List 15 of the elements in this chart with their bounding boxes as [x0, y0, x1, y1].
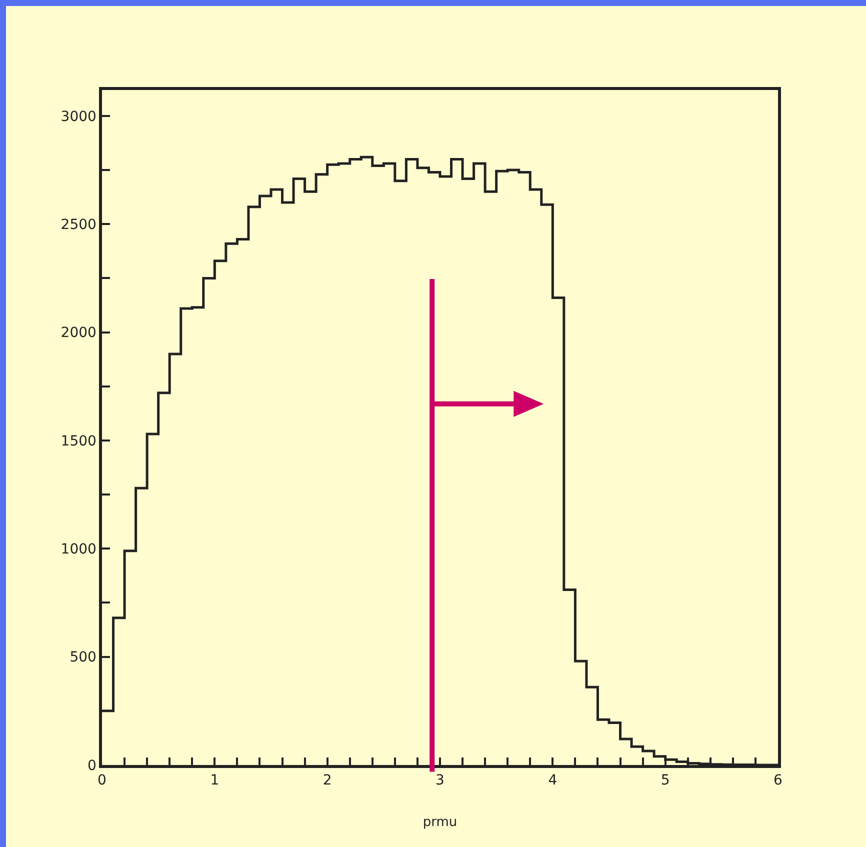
- y-tick-label: 0: [88, 758, 96, 774]
- x-tick-label: 4: [548, 772, 558, 789]
- x-tick-label: 0: [98, 772, 106, 789]
- y-tick-label: 500: [70, 650, 96, 666]
- y-tick-label: 1000: [60, 542, 96, 558]
- x-tick-label: 2: [322, 772, 332, 789]
- x-tick-label: 6: [774, 772, 783, 789]
- x-tick-label: 1: [210, 772, 220, 789]
- x-tick-label: 5: [660, 772, 670, 789]
- x-axis-title: prmu: [422, 815, 458, 830]
- y-tick-label: 3000: [60, 108, 96, 125]
- y-tick-label: 2500: [60, 217, 96, 234]
- y-tick-label: 2000: [60, 325, 96, 342]
- x-tick-label: 3: [436, 772, 444, 789]
- y-tick-label: 1500: [60, 433, 96, 450]
